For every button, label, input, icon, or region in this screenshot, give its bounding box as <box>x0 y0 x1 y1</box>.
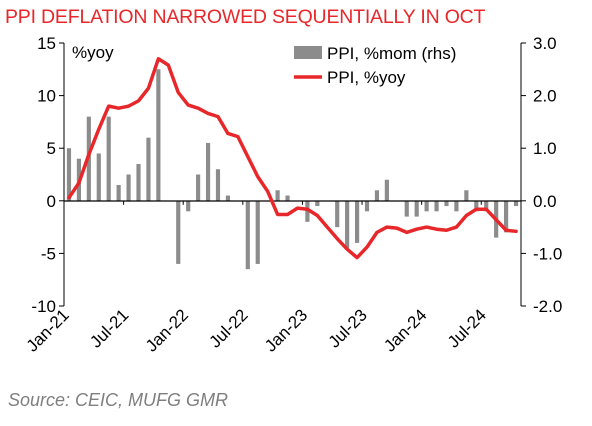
left-tick-label: 0 <box>47 192 56 211</box>
left-tick-label: -10 <box>31 297 56 316</box>
left-axis-ticks: 15 10 5 0 -5 -10 <box>31 34 64 316</box>
bar-2022-01 <box>186 200 191 212</box>
bar-2024-06 <box>474 200 479 212</box>
bar-2022-03 <box>205 142 211 201</box>
bar-2023-04 <box>335 200 340 228</box>
bar-2021-08 <box>136 163 141 201</box>
bar-2021-01 <box>66 148 72 201</box>
bar-2022-10 <box>275 190 280 201</box>
bar-2023-09 <box>384 179 389 201</box>
left-tick-label: 10 <box>37 87 56 106</box>
chart-title: PPI DEFLATION NARROWED SEQUENTIALLY IN O… <box>5 6 486 28</box>
x-tick-label: Jan-24 <box>380 305 430 355</box>
right-tick-label: 0.0 <box>533 192 557 211</box>
legend-label-ppi-mom: PPI, %mom (rhs) <box>327 44 456 63</box>
bar-2021-06 <box>116 185 121 201</box>
right-tick-label: -1.0 <box>533 244 562 263</box>
bar-2024-03 <box>444 200 449 207</box>
x-tick-label: Jan-23 <box>261 305 311 355</box>
bar-2024-09 <box>504 200 509 233</box>
bar-2023-12 <box>414 200 419 217</box>
bar-2024-02 <box>434 200 439 212</box>
bar-2021-10 <box>156 69 161 201</box>
x-tick-label: Jan-22 <box>142 305 192 355</box>
bar-2024-10 <box>513 200 519 207</box>
left-axis-unit-label: %yoy <box>72 43 114 62</box>
x-tick-label: Jul-22 <box>205 305 251 351</box>
x-tick-label: Jul-21 <box>86 305 132 351</box>
bar-2022-08 <box>255 200 260 264</box>
right-tick-label: 1.0 <box>533 139 557 158</box>
right-tick-label: 2.0 <box>533 87 557 106</box>
bar-2021-12 <box>176 200 181 264</box>
chart-legend: PPI, %mom (rhs) PPI, %yoy <box>294 44 456 87</box>
left-tick-label: 15 <box>37 34 56 53</box>
right-tick-label: -2.0 <box>533 297 562 316</box>
bar-2022-05 <box>225 195 231 201</box>
bar-2022-07 <box>245 200 250 270</box>
bar-2024-07 <box>484 200 489 212</box>
bar-2021-09 <box>146 137 151 201</box>
x-tick-label: Jul-23 <box>325 305 371 351</box>
bar-2024-01 <box>424 200 429 212</box>
x-tick-label: Jul-24 <box>444 305 490 351</box>
legend-label-ppi-yoy: PPI, %yoy <box>327 68 406 87</box>
bar-series-ppi-mom <box>66 69 519 270</box>
left-tick-label: -5 <box>41 244 56 263</box>
bar-2023-07 <box>364 200 370 212</box>
bar-2023-02 <box>315 200 320 207</box>
bar-2024-04 <box>454 200 459 212</box>
line-series-ppi-yoy <box>67 57 518 260</box>
bar-2021-04 <box>96 153 101 201</box>
bar-2021-05 <box>106 116 111 201</box>
bar-2023-08 <box>374 190 380 201</box>
bar-2023-05 <box>345 200 350 249</box>
bar-2023-06 <box>354 200 360 243</box>
bar-2023-11 <box>404 200 409 217</box>
bar-2023-01 <box>305 200 310 222</box>
bar-2024-05 <box>464 190 469 201</box>
bar-2022-04 <box>215 169 221 201</box>
chart-source: Source: CEIC, MUFG GMR <box>8 390 229 410</box>
bar-2021-07 <box>126 174 131 201</box>
legend-swatch-ppi-mom <box>294 46 322 59</box>
right-axis-ticks: 3.0 2.0 1.0 0.0 -1.0 -2.0 <box>521 34 562 316</box>
right-tick-label: 3.0 <box>533 34 557 53</box>
bar-2022-02 <box>196 174 201 201</box>
bar-2022-11 <box>285 195 290 201</box>
left-tick-label: 5 <box>47 139 56 158</box>
